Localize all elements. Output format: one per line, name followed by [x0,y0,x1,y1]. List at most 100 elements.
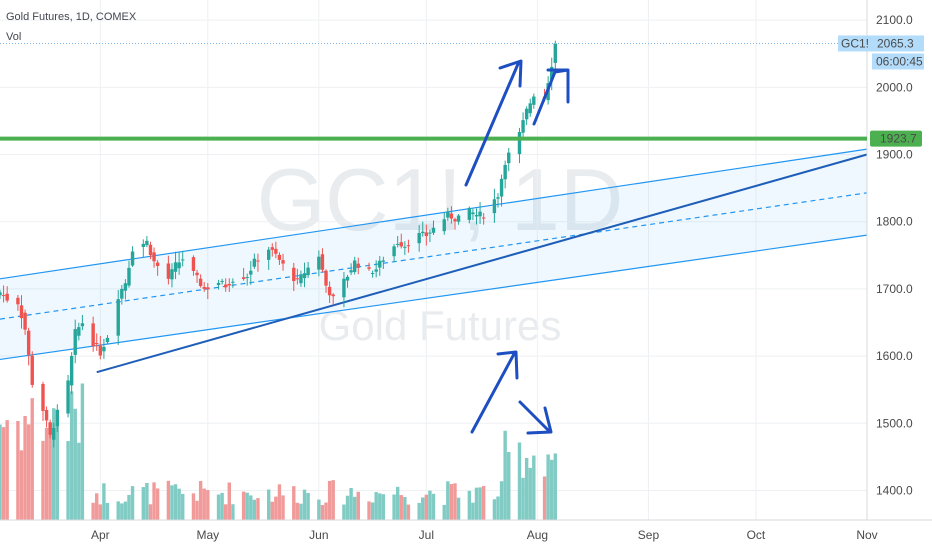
volume-bar [270,501,274,520]
volume-bar [395,486,400,520]
volume-bar [69,391,74,520]
candle-body [449,213,454,219]
candle-body [431,227,436,233]
volume-bar [503,430,507,520]
volume-bar [102,483,106,520]
volume-bar [252,499,257,520]
last-price-label: 2065.3 [877,36,914,50]
volume-bar [546,454,550,520]
candle-body [417,233,421,244]
volume-bar [241,491,246,520]
candle-body [0,292,2,296]
volume-bar [127,494,131,520]
volume-bar [98,504,103,520]
candle-body [173,262,178,272]
candle-body [524,108,529,120]
candle-body [66,380,70,414]
volume-bar [399,495,403,520]
volume-bar [345,495,350,520]
volume-bar [105,502,110,520]
volume-bar [30,398,34,520]
arrow-up-icon[interactable] [532,68,570,126]
symbol-legend[interactable]: Gold Futures, 1D, COMEX [6,11,137,23]
volume-bar [553,453,558,520]
countdown-tag [872,53,924,70]
candle-body [224,284,228,288]
annotation-arrows[interactable] [464,59,570,435]
time-tick-label: Jul [419,528,434,542]
volume-bar [166,480,171,520]
price-tick-label: 1600.0 [876,349,913,363]
volume-bar [227,482,231,520]
arrow-up-icon[interactable] [464,59,523,187]
volume-bar [374,492,378,520]
candle-body [116,299,120,336]
price-tick-label: 2000.0 [876,80,913,94]
volume-bar [277,484,282,520]
candle-body [370,273,375,275]
arrow-down-icon[interactable] [518,400,553,435]
volume-bar [55,424,60,520]
volume-bar [517,442,522,520]
time-tick-label: Oct [747,528,766,542]
price-tick-label: 1900.0 [876,148,913,162]
candle-body [130,251,135,266]
volume-bar [356,491,360,520]
candle-body [48,422,52,435]
price-axis[interactable]: 1400.0 1500.0 1600.0 1700.0 1800.0 1900.0 2000… [876,13,913,497]
volume-bar [381,494,386,520]
volume-bar [417,502,421,520]
volume-bar [141,487,146,520]
volume-bar [249,495,253,520]
candle-body [528,103,532,114]
candle-body [52,427,56,440]
volume-bar [327,480,332,520]
candle-body [5,293,9,301]
last-price-tag [872,35,924,52]
volume-bar [224,504,228,520]
channel-lower-line [0,234,868,361]
level-price-label: 1923.7 [880,132,917,146]
volume-bar [456,497,461,520]
candle-body [302,273,307,279]
candle-body [148,244,153,256]
candle-body [220,280,224,282]
volume-bar [317,499,321,520]
candle-body [216,282,221,285]
candle-body [467,207,472,220]
volume-bar [231,504,235,520]
candle-body [456,215,461,222]
candle-body [141,243,146,247]
volume-bar [181,493,185,520]
candle-body [324,270,328,286]
price-tick-label: 1400.0 [876,483,913,497]
watermark-name: Gold Futures [319,302,562,349]
candle-body [198,278,203,287]
candle-body [306,267,310,276]
time-axis[interactable]: Apr May Jun Jul Aug Sep Oct Nov [91,528,878,542]
volume-legend[interactable]: Vol [6,31,22,43]
volume-bars [0,383,558,520]
time-tick-label: Apr [91,528,110,542]
arrow-up-icon[interactable] [470,350,519,434]
candle-body [69,355,74,386]
volume-bar [499,481,504,520]
candle-body [349,270,353,273]
time-tick-label: Jun [309,528,328,542]
candle-body [517,132,522,155]
volume-bar [524,457,529,520]
volume-bar [77,442,81,520]
volume-bar [48,423,52,520]
trendline [96,153,868,374]
candle-body [155,262,160,267]
volume-bar [342,504,346,520]
price-tick-label: 2100.0 [876,13,913,27]
candle-body [41,383,45,411]
volume-bar [80,383,85,520]
candle-body [245,277,249,279]
volume-bar [467,490,472,520]
candle-body [453,219,457,222]
volume-bar [266,489,271,520]
